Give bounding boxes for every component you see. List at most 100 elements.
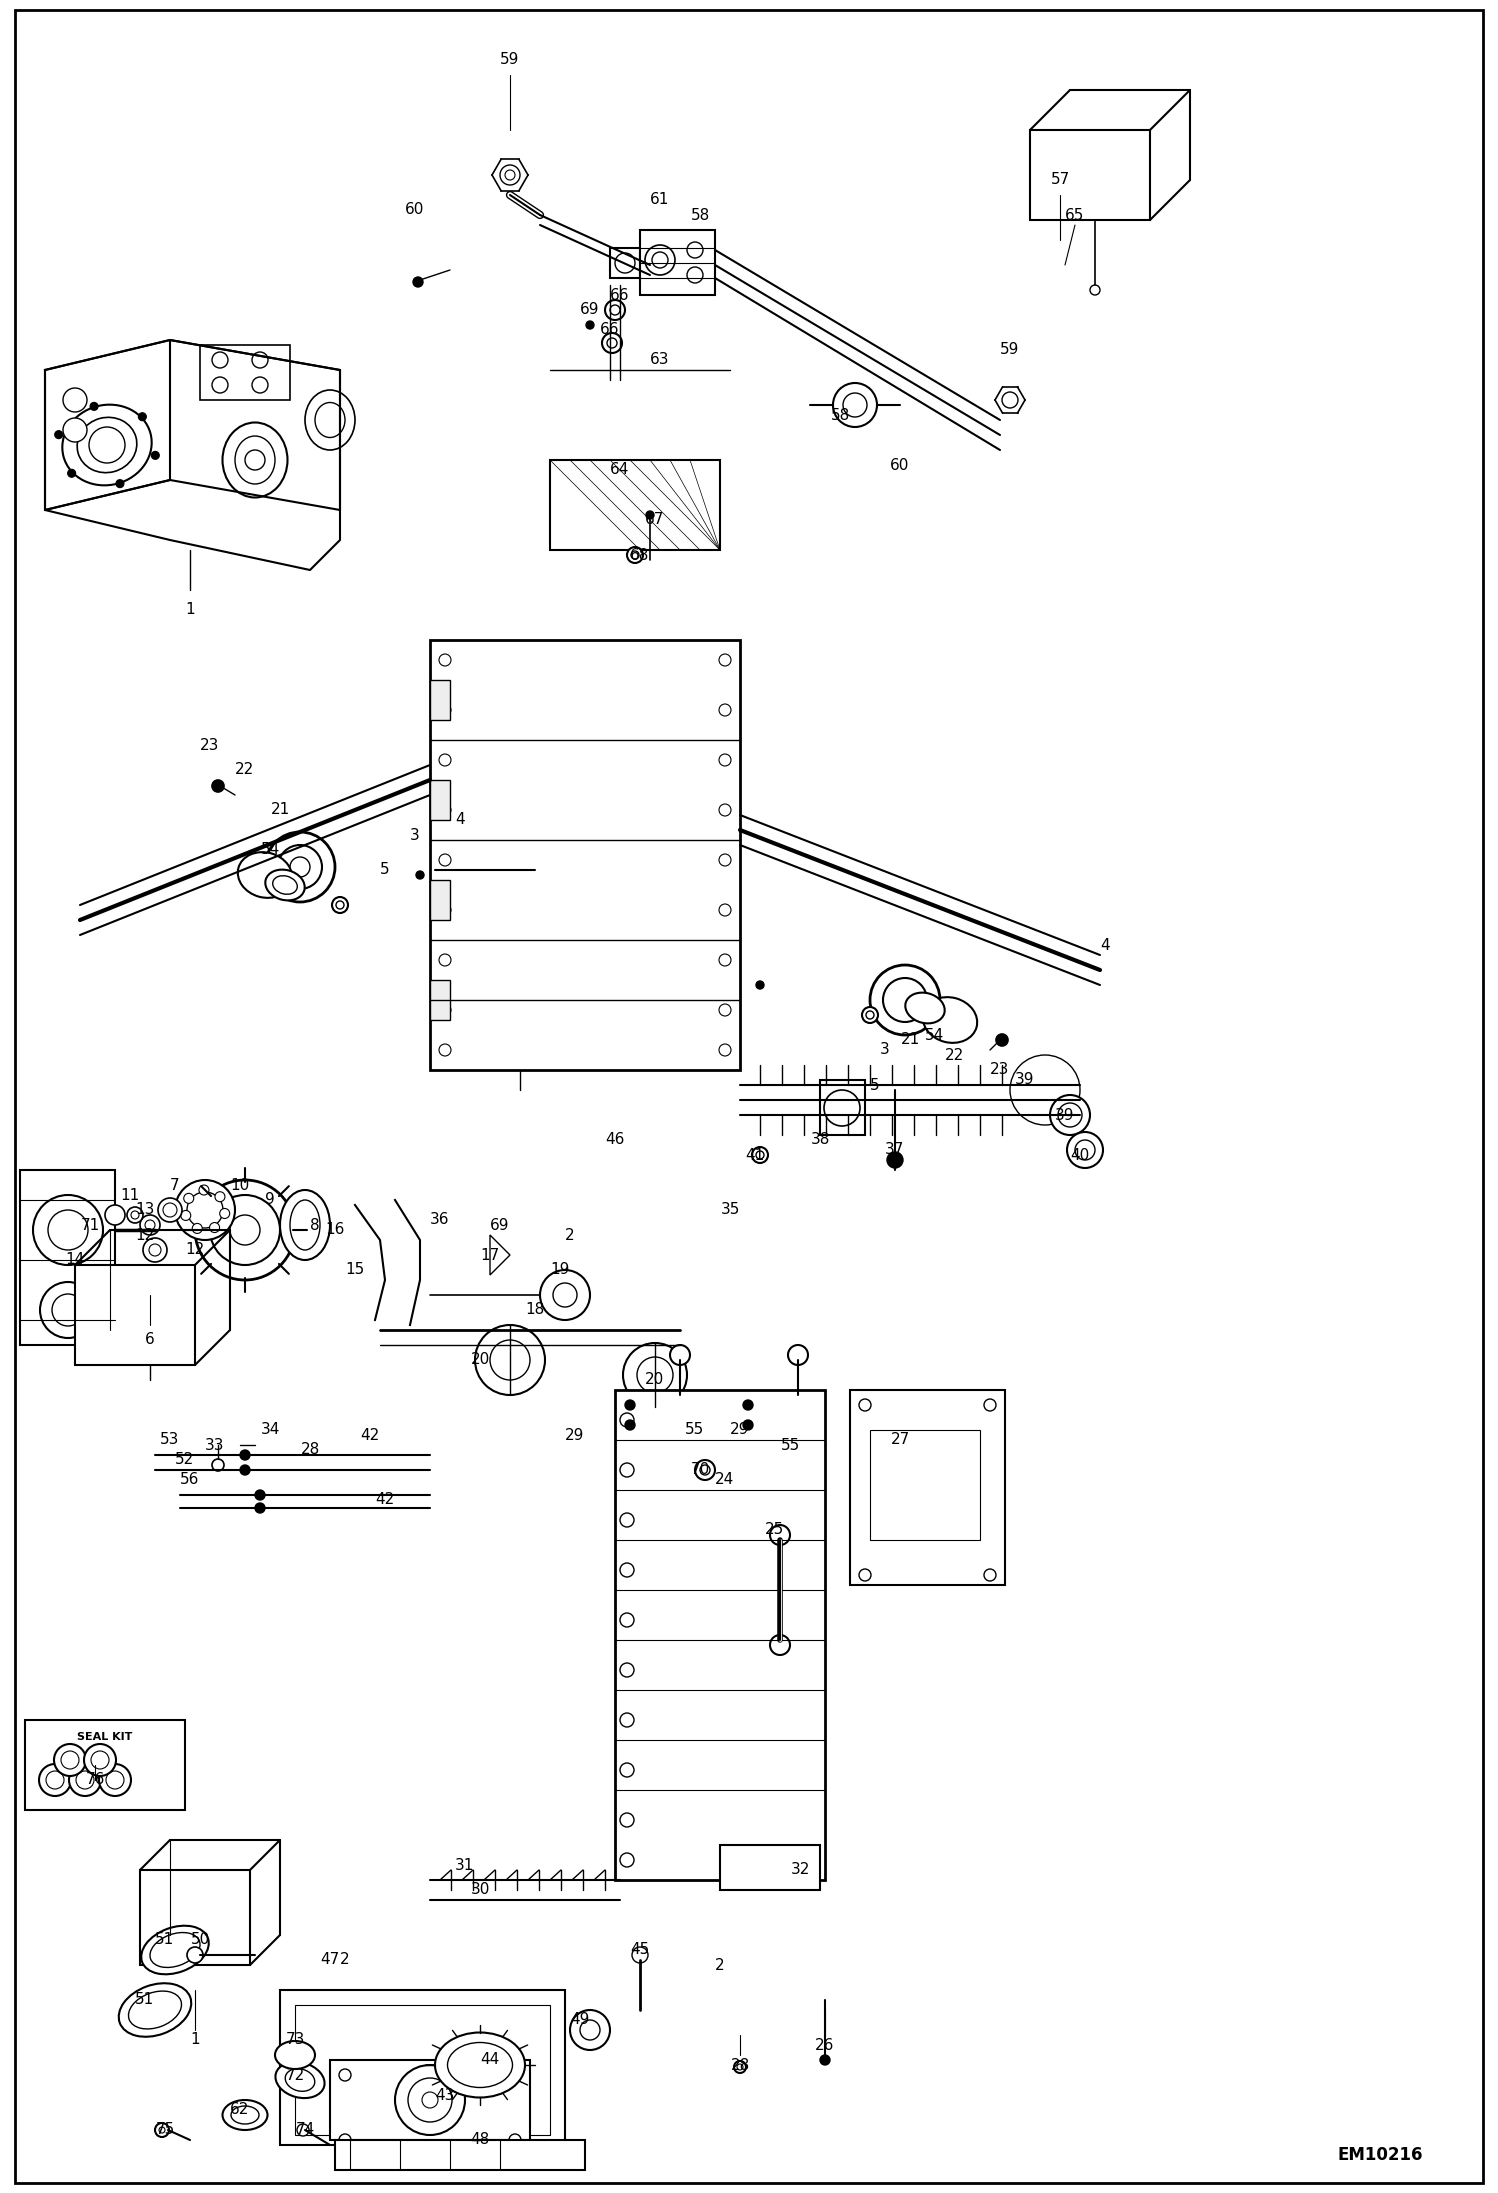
Circle shape: [422, 2092, 437, 2107]
Text: 5: 5: [380, 862, 389, 877]
Circle shape: [214, 1191, 225, 1202]
Circle shape: [157, 1197, 181, 1222]
Circle shape: [181, 1211, 190, 1222]
Text: 29: 29: [565, 1428, 584, 1443]
Circle shape: [439, 704, 451, 715]
Circle shape: [439, 654, 451, 667]
Circle shape: [620, 1412, 634, 1428]
Circle shape: [700, 1465, 710, 1476]
Circle shape: [719, 904, 731, 917]
Circle shape: [1058, 1103, 1082, 1127]
Text: 2: 2: [565, 1228, 575, 1243]
Circle shape: [620, 1763, 634, 1776]
Circle shape: [1028, 1072, 1064, 1107]
Text: 31: 31: [455, 1857, 475, 1873]
Text: 28: 28: [731, 2057, 749, 2072]
Circle shape: [580, 2020, 601, 2039]
Circle shape: [620, 1513, 634, 1526]
Text: 3: 3: [410, 827, 419, 842]
Circle shape: [1050, 1094, 1091, 1136]
Circle shape: [1067, 1132, 1103, 1169]
Text: 63: 63: [650, 353, 670, 368]
Bar: [430, 879, 449, 921]
Polygon shape: [490, 1235, 509, 1274]
Text: EM10216: EM10216: [1338, 2147, 1423, 2164]
Circle shape: [586, 320, 595, 329]
Ellipse shape: [118, 1982, 192, 2037]
Text: 54: 54: [261, 842, 280, 857]
Circle shape: [719, 1004, 731, 1015]
Circle shape: [719, 954, 731, 965]
Ellipse shape: [235, 436, 276, 485]
Circle shape: [105, 1204, 124, 1226]
Text: 25: 25: [765, 1522, 785, 1537]
Text: 45: 45: [631, 1943, 650, 1958]
Circle shape: [743, 1421, 753, 1430]
Text: 13: 13: [135, 1202, 154, 1217]
Circle shape: [858, 1399, 870, 1410]
Bar: [849, 1390, 1005, 1586]
Circle shape: [413, 276, 422, 287]
Ellipse shape: [315, 404, 345, 436]
Bar: [139, 1871, 250, 1965]
Circle shape: [824, 1090, 860, 1125]
Circle shape: [139, 1215, 160, 1235]
Circle shape: [297, 2125, 309, 2136]
Text: 51: 51: [156, 1932, 175, 1947]
Text: 12: 12: [186, 1243, 205, 1257]
Circle shape: [439, 904, 451, 917]
Circle shape: [63, 419, 87, 443]
Text: 37: 37: [885, 1143, 905, 1158]
Circle shape: [1076, 1140, 1095, 1160]
Circle shape: [61, 1750, 79, 1770]
Text: 55: 55: [780, 1436, 800, 1452]
Circle shape: [887, 1151, 903, 1169]
Circle shape: [756, 980, 764, 989]
Text: 66: 66: [601, 322, 620, 338]
Circle shape: [1017, 1061, 1073, 1118]
Text: 3: 3: [881, 1042, 890, 1057]
Circle shape: [130, 1211, 139, 1219]
Circle shape: [628, 546, 643, 564]
Circle shape: [1010, 1055, 1080, 1125]
Circle shape: [187, 1947, 204, 1963]
Text: 69: 69: [490, 1217, 509, 1232]
Text: 68: 68: [631, 548, 650, 561]
Text: 23: 23: [201, 737, 220, 752]
Circle shape: [620, 1713, 634, 1728]
Circle shape: [620, 1463, 634, 1478]
Circle shape: [719, 704, 731, 715]
Text: 1: 1: [186, 603, 195, 618]
Bar: [610, 248, 640, 279]
Text: 17: 17: [481, 1248, 500, 1263]
Circle shape: [54, 1743, 85, 1776]
Circle shape: [231, 1215, 261, 1246]
Circle shape: [336, 901, 345, 910]
Circle shape: [439, 754, 451, 765]
Circle shape: [509, 2134, 521, 2147]
Circle shape: [240, 1465, 250, 1476]
Circle shape: [339, 2068, 351, 2081]
Text: 38: 38: [810, 1132, 830, 1147]
Text: 47: 47: [321, 1952, 340, 1967]
Circle shape: [688, 241, 703, 259]
Bar: [430, 680, 449, 719]
Text: 20: 20: [646, 1373, 665, 1388]
Ellipse shape: [276, 2061, 325, 2099]
Text: 54: 54: [926, 1029, 945, 1042]
Circle shape: [151, 452, 159, 458]
Circle shape: [220, 1208, 229, 1219]
Circle shape: [652, 252, 668, 268]
Text: 44: 44: [481, 2053, 500, 2068]
Ellipse shape: [905, 993, 945, 1024]
Circle shape: [607, 338, 617, 349]
Bar: [616, 1390, 825, 1879]
Circle shape: [719, 805, 731, 816]
Circle shape: [670, 1344, 691, 1364]
Circle shape: [819, 2055, 830, 2066]
Circle shape: [571, 2011, 610, 2050]
Circle shape: [213, 781, 225, 792]
Circle shape: [646, 246, 676, 274]
Bar: [430, 640, 740, 1070]
Bar: [430, 781, 449, 820]
